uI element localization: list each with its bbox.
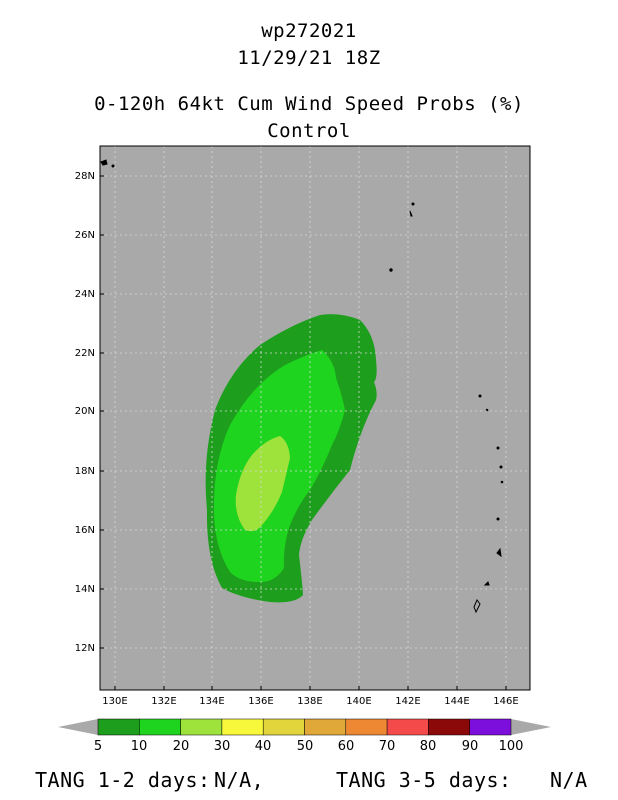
tang-35-value: N/A [550,768,588,792]
colorbar-label: 40 [255,739,272,754]
lon-tick-label: 134E [199,696,224,707]
colorbar-left-arrow [58,719,98,735]
colorbar-swatch [304,718,347,736]
lat-tick-label: 24N [75,289,95,300]
colorbar-swatch [221,718,264,736]
lon-tick-label: 140E [346,696,371,707]
lon-tick-label: 136E [248,696,273,707]
colorbar-label: 80 [420,739,437,754]
lon-tick-label: 138E [297,696,322,707]
lon-tick-label: 130E [102,696,127,707]
colorbar-swatches [97,718,512,736]
colorbar-label: 20 [173,739,190,754]
lat-tick-label: 18N [75,466,95,477]
prob-contour-20 [235,436,290,532]
lat-tick-label: 20N [75,406,95,417]
run-label: Control [267,120,351,142]
colorbar: 5 10 20 30 40 50 60 70 80 90 100 [58,718,551,754]
lon-tick-label: 146E [493,696,518,707]
colorbar-label: 5 [94,739,102,754]
lat-tick-label: 14N [75,584,95,595]
colorbar-swatch [345,718,388,736]
colorbar-swatch [428,718,470,736]
lat-tick-label: 16N [75,525,95,536]
lat-tick-label: 22N [75,348,95,359]
colorbar-right-arrow [511,719,551,735]
lat-tick-label: 26N [75,230,95,241]
datetime: 11/29/21 18Z [237,47,381,69]
colorbar-label: 90 [462,739,479,754]
colorbar-swatch [97,718,140,736]
gridlines [100,146,530,690]
islands [100,159,504,614]
colorbar-label: 50 [297,739,314,754]
colorbar-label: 100 [499,739,524,754]
colorbar-swatch [262,718,305,736]
lon-tick-label: 144E [444,696,469,707]
colorbar-label: 10 [131,739,148,754]
lat-tick-label: 28N [75,171,95,182]
colorbar-swatch [469,718,512,736]
colorbar-swatch [139,718,181,736]
colorbar-label: 70 [379,739,396,754]
tang-35-label: TANG 3-5 days: [336,768,512,792]
colorbar-swatch [386,718,429,736]
product-title: 0-120h 64kt Cum Wind Speed Probs (%) [94,93,524,115]
colorbar-label: 60 [338,739,355,754]
lon-axis: 130E 132E 134E 136E 138E 140E 142E 144E … [102,696,518,707]
lat-tick-label: 12N [75,643,95,654]
lat-axis: 28N 26N 24N 22N 20N 18N 16N 14N 12N [75,171,95,654]
lon-tick-label: 142E [395,696,420,707]
storm-id: wp272021 [261,20,357,42]
tang-12-label: TANG 1-2 days: [35,768,211,792]
lon-tick-label: 132E [151,696,176,707]
colorbar-label: 30 [214,739,231,754]
colorbar-swatch [180,718,223,736]
tang-12-value: N/A, [214,768,265,792]
